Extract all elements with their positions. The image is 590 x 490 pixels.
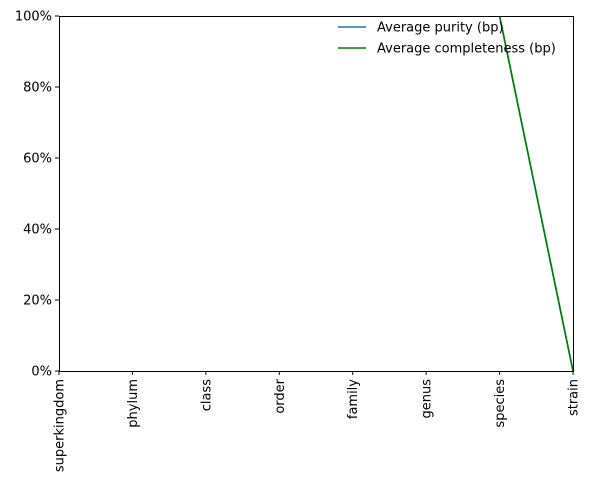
x-tick-label: family <box>346 379 361 419</box>
x-tick-label: phylum <box>126 379 141 428</box>
x-tick-label: class <box>199 379 214 411</box>
y-axis: 0% 20% 40% 60% 80% 100% <box>15 10 59 380</box>
y-tick-label: 40% <box>23 223 52 238</box>
legend-label-2: Average completeness (bp) <box>377 42 556 57</box>
series-line-2 <box>498 16 573 371</box>
x-tick-label: genus <box>420 379 435 419</box>
y-tick-label: 80% <box>23 81 52 96</box>
legend: Average purity (bp) Average completeness … <box>338 21 556 57</box>
x-tick-label: species <box>493 379 508 428</box>
x-tick-label: order <box>273 378 288 413</box>
y-tick-label: 20% <box>23 294 52 309</box>
y-tick-label: 100% <box>15 10 52 25</box>
plot-area <box>498 16 573 371</box>
x-tick-label: strain <box>567 379 582 416</box>
x-tick-label: superkingdom <box>53 379 68 472</box>
y-tick-label: 60% <box>23 152 52 167</box>
axes-frame <box>59 16 574 372</box>
x-axis: superkingdom phylum class order family genus s… <box>53 371 582 472</box>
legend-label-1: Average purity (bp) <box>377 21 504 36</box>
y-tick-label: 0% <box>31 365 52 380</box>
